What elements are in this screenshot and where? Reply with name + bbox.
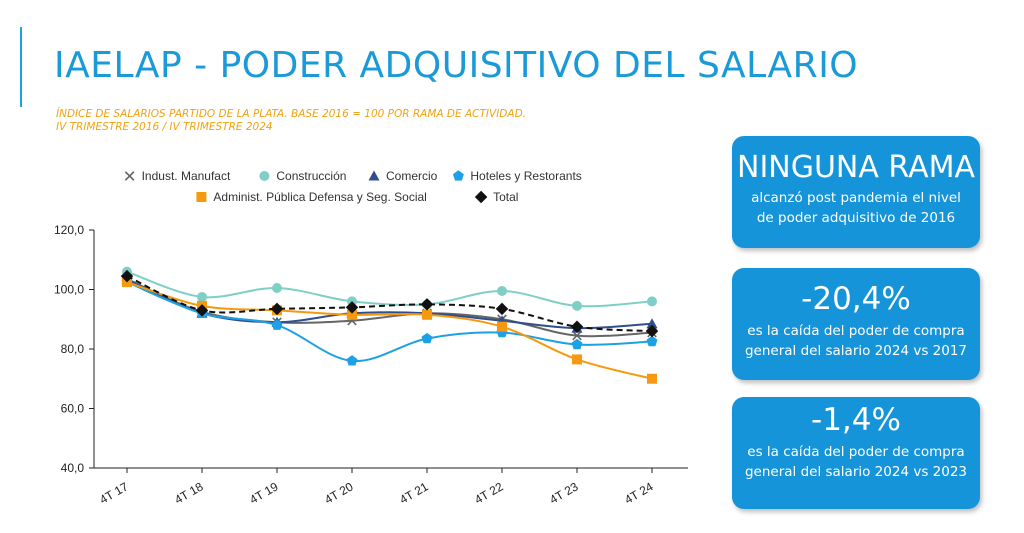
card-caida-2023: -1,4% es la caída del poder de compra ge… — [732, 397, 980, 509]
slide-title: IAELAP - PODER ADQUISITIVO DEL SALARIO — [54, 45, 859, 86]
subtitle-line-2: IV TRIMESTRE 2016 / IV TRIMESTRE 2024 — [56, 121, 273, 133]
legend-marker — [259, 171, 270, 181]
card-ninguna-rama: NINGUNA RAMA alcanzó post pandemia el ni… — [732, 136, 980, 248]
card-text-line: de poder adquisitivo de 2016 — [756, 210, 956, 226]
y-tick-label: 40,0 — [61, 461, 85, 475]
data-point — [421, 332, 433, 344]
data-point — [345, 301, 359, 314]
legend-item: Total — [474, 190, 518, 204]
slide-subtitle: ÍNDICE DE SALARIOS PARTIDO DE LA PLATA. … — [56, 108, 616, 134]
card-text-line: general del salario 2024 vs 2017 — [744, 343, 968, 359]
series-line — [126, 281, 653, 380]
card-text-line: es la caída del poder de compra — [747, 323, 965, 339]
card-headline: -1,4% — [811, 402, 901, 438]
data-point — [646, 318, 658, 329]
data-point — [495, 302, 509, 316]
legend-item: Construcción — [259, 169, 346, 183]
data-point — [646, 335, 658, 347]
data-point — [572, 354, 582, 365]
x-tick-label: 4T 23 — [547, 479, 581, 507]
legend-marker — [452, 170, 464, 181]
data-point — [271, 319, 283, 330]
x-tick-label: 4T 17 — [97, 479, 131, 507]
legend-label: Hoteles y Restorants — [470, 169, 581, 183]
series-total — [120, 269, 659, 338]
legend-item: Administ. Pública Defensa y Seg. Social — [196, 190, 427, 204]
x-tick-label: 4T 24 — [622, 479, 656, 507]
x-tick-label: 4T 19 — [247, 479, 281, 507]
card-headline: -20,4% — [801, 281, 911, 317]
data-point — [645, 324, 659, 338]
legend-label: Administ. Pública Defensa y Seg. Social — [213, 190, 426, 204]
legend-marker — [124, 171, 135, 181]
x-tick-label: 4T 18 — [172, 479, 206, 507]
legend-marker — [368, 170, 380, 181]
legend-marker — [474, 190, 488, 204]
chart-legend: Indust. Manufact Construcción Comercio Hote… — [124, 169, 582, 204]
legend-item: Hoteles y Restorants — [452, 169, 582, 183]
subtitle-line-1: ÍNDICE DE SALARIOS PARTIDO DE LA PLATA. … — [56, 108, 526, 120]
x-tick-label: 4T 21 — [397, 479, 431, 507]
y-tick-label: 80,0 — [61, 342, 85, 356]
y-tick-label: 100,0 — [54, 283, 84, 297]
data-point — [497, 285, 507, 296]
card-text-line: es la caída del poder de compra — [747, 444, 965, 460]
x-tick-label: 4T 20 — [322, 479, 356, 507]
data-point — [120, 269, 134, 283]
y-tick-label: 120,0 — [54, 223, 84, 237]
data-point — [197, 291, 207, 302]
data-point — [647, 296, 657, 307]
legend-item: Indust. Manufact — [124, 169, 231, 183]
legend-label: Indust. Manufact — [142, 169, 231, 183]
card-caida-2017: -20,4% es la caída del poder de compra g… — [732, 268, 980, 380]
legend-label: Construcción — [276, 169, 346, 183]
legend-label: Comercio — [386, 169, 438, 183]
data-point — [647, 373, 657, 384]
data-point — [422, 309, 432, 320]
line-chart: Indust. Manufact Construcción Comercio Hote… — [54, 169, 688, 507]
chart-axes: 40,0 60,0 80,0 100,0 120,0 4T 17 4T 18 4T 19 4T … — [54, 223, 688, 507]
x-tick-label: 4T 22 — [472, 479, 506, 507]
data-point — [272, 283, 282, 294]
data-point — [497, 321, 507, 332]
legend-label: Total — [493, 190, 518, 204]
data-point — [571, 338, 583, 350]
data-point — [572, 300, 582, 311]
y-tick-label: 60,0 — [61, 402, 85, 416]
data-point — [270, 302, 284, 316]
data-point — [195, 304, 209, 317]
accent-bar — [20, 27, 22, 107]
legend-marker — [196, 192, 207, 202]
data-point — [570, 320, 584, 333]
data-point — [572, 330, 582, 341]
chart-series — [120, 266, 659, 384]
data-point — [346, 355, 358, 366]
card-headline: NINGUNA RAMA — [737, 150, 975, 185]
card-text-line: general del salario 2024 vs 2023 — [744, 464, 968, 480]
data-point — [347, 309, 357, 320]
data-point — [420, 298, 434, 311]
legend-item: Comercio — [368, 169, 438, 183]
card-text-line: alcanzó post pandemia el nivel — [751, 190, 961, 206]
